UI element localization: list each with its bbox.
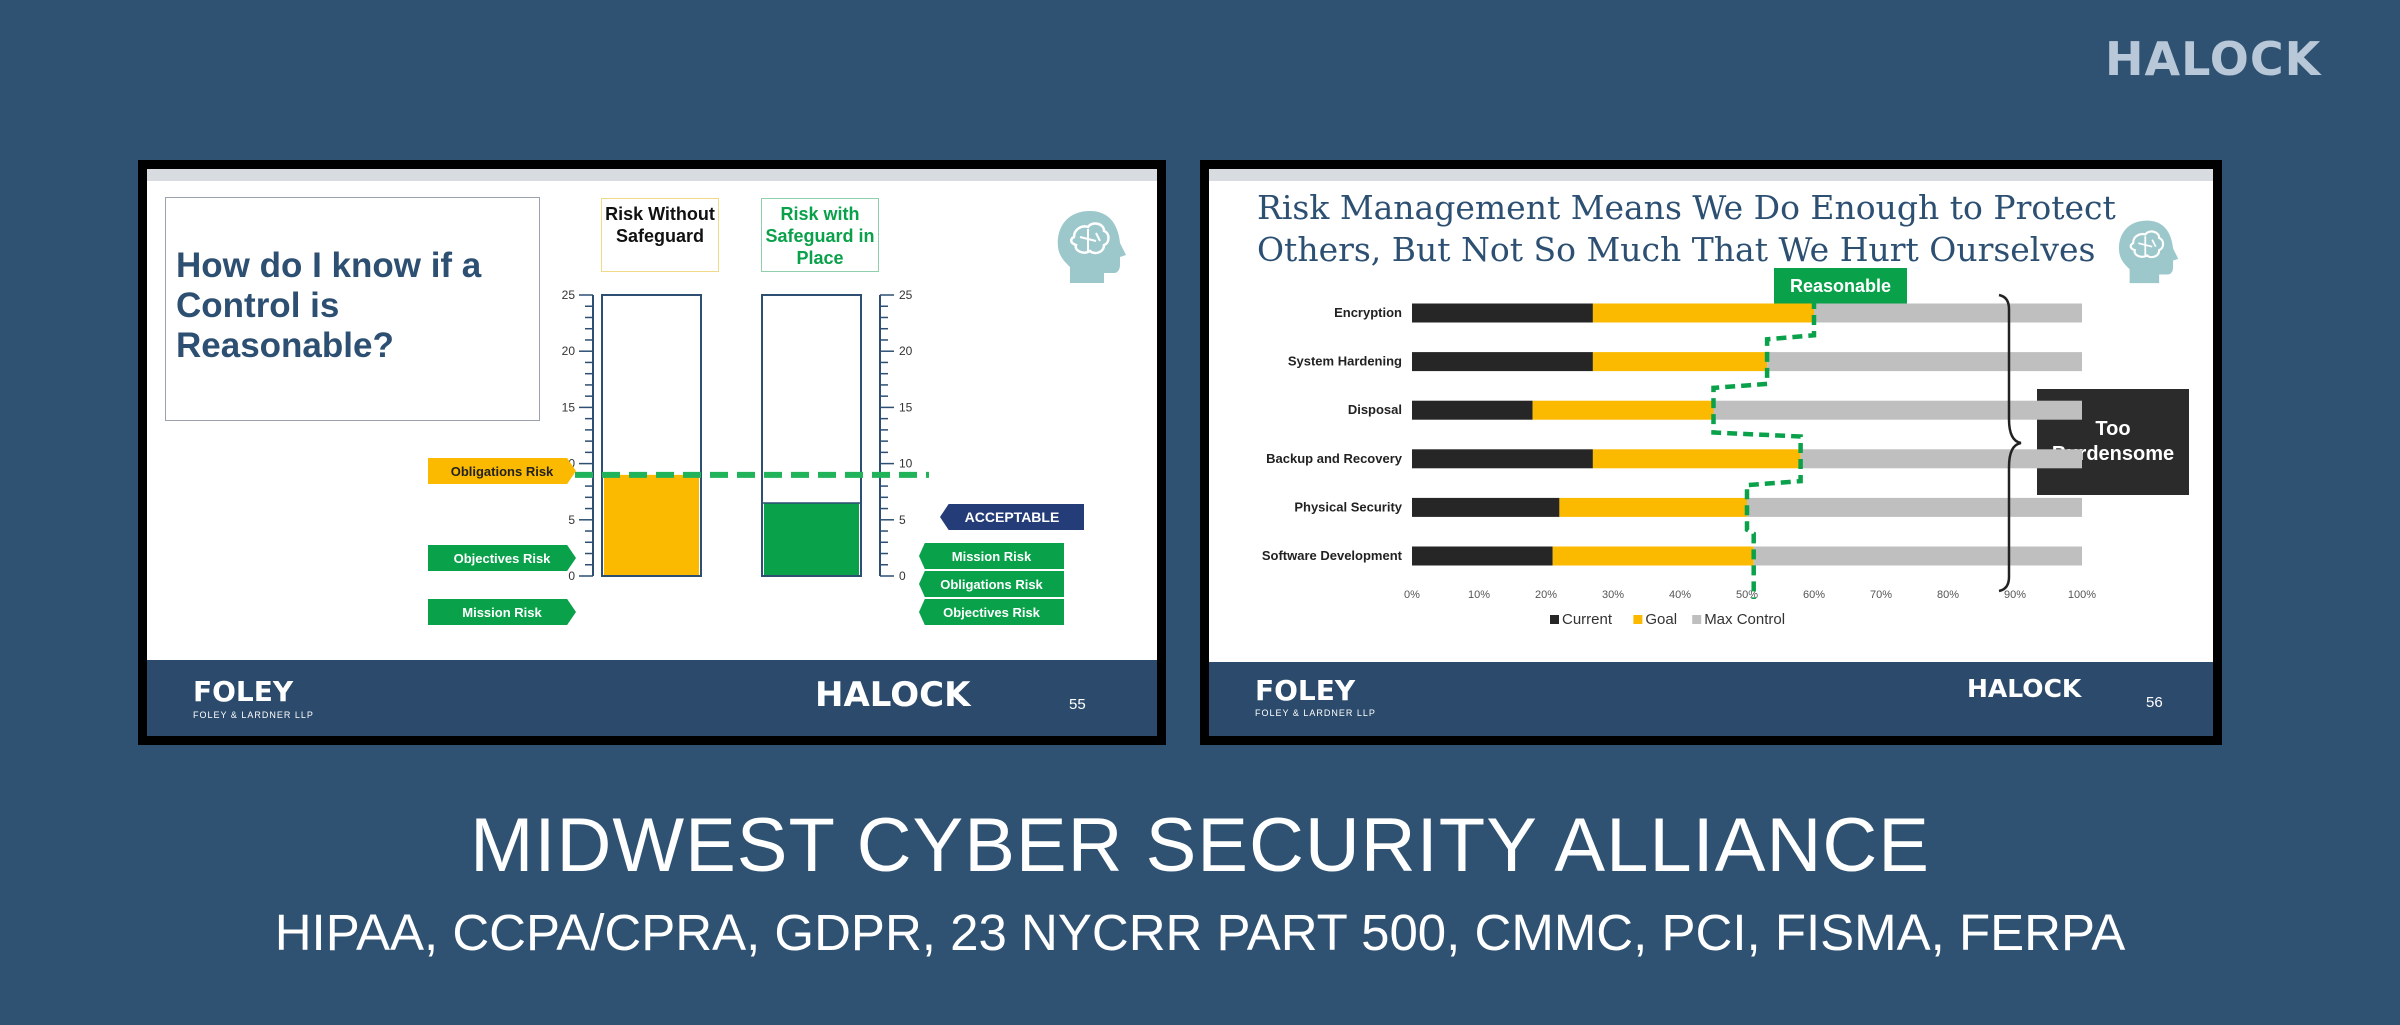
x-tick-label: 40% bbox=[1669, 589, 1691, 601]
x-tick-label: 60% bbox=[1803, 589, 1825, 601]
risk-gauge: 25252020151510105500 bbox=[562, 288, 929, 583]
bar-segment-max-control bbox=[1713, 400, 2082, 420]
bar-segment-current bbox=[1412, 546, 1553, 566]
reasonable-label: Reasonable bbox=[1774, 268, 1907, 305]
event-title: MIDWEST CYBER SECURITY ALLIANCE bbox=[470, 803, 1930, 888]
x-tick-label: 80% bbox=[1937, 589, 1959, 601]
left-tag-obligations: Obligations Risk bbox=[428, 458, 576, 484]
bar-segment-max-control bbox=[1747, 497, 2082, 517]
bar-segment-max-control bbox=[1753, 546, 2082, 566]
right-scale-label: 5 bbox=[899, 513, 906, 527]
x-tick-label: 100% bbox=[2068, 589, 2096, 601]
brain-icon bbox=[1052, 207, 1128, 290]
right-scale-label: 10 bbox=[899, 457, 913, 471]
right-tag-mission: Mission Risk bbox=[919, 543, 1064, 569]
left-scale-label: 20 bbox=[562, 344, 576, 358]
event-subtitle: HIPAA, CCPA/CPRA, GDPR, 23 NYCRR PART 50… bbox=[274, 904, 2126, 961]
halock-logo: HALOCK bbox=[815, 675, 971, 715]
foley-logo-sub: FOLEY & LARDNER LLP bbox=[193, 710, 314, 720]
col1-fill bbox=[604, 474, 699, 575]
bar-segment-current bbox=[1412, 449, 1593, 469]
slide-footer: FOLEY FOLEY & LARDNER LLP HALOCK 55 bbox=[147, 660, 1157, 736]
right-scale-label: 25 bbox=[899, 288, 913, 302]
foley-logo: FOLEY bbox=[1255, 674, 1356, 707]
col1-label: Risk Without Safeguard bbox=[601, 198, 719, 272]
right-tag-objectives: Objectives Risk bbox=[919, 599, 1064, 625]
foley-logo: FOLEY bbox=[193, 675, 294, 708]
left-scale-label: 0 bbox=[568, 569, 575, 583]
bar-segment-goal bbox=[1552, 546, 1754, 566]
slide-title-box: How do I know if a Control is Reasonable… bbox=[165, 197, 540, 421]
bar-segment-current bbox=[1412, 400, 1533, 420]
slide-56[interactable]: Risk Management Means We Do Enough to Pr… bbox=[1200, 160, 2222, 745]
brain-icon bbox=[2114, 215, 2180, 292]
bar-segment-goal bbox=[1532, 400, 1714, 420]
legend-swatch bbox=[1550, 615, 1559, 624]
category-label: Software Development bbox=[1262, 548, 1403, 563]
left-scale-label: 5 bbox=[568, 513, 575, 527]
category-label: Disposal bbox=[1348, 402, 1402, 417]
reasonable-boundary bbox=[1711, 299, 1817, 599]
x-tick-label: 20% bbox=[1535, 589, 1557, 601]
category-label: Encryption bbox=[1334, 305, 1402, 320]
left-tag-objectives: Objectives Risk bbox=[428, 545, 576, 571]
category-label: Physical Security bbox=[1294, 499, 1402, 514]
slide-title-line-2: Others, But Not So Much That We Hurt Our… bbox=[1257, 230, 2096, 269]
right-scale-label: 0 bbox=[899, 569, 906, 583]
slide-top-bar bbox=[1209, 169, 2213, 181]
foley-logo-sub: FOLEY & LARDNER LLP bbox=[1255, 708, 1376, 718]
right-tag-obligations: Obligations Risk bbox=[919, 571, 1064, 597]
slide-title: How do I know if a Control is Reasonable… bbox=[176, 246, 482, 365]
bar-segment-current bbox=[1412, 352, 1593, 372]
right-scale-label: 20 bbox=[899, 344, 913, 358]
slide-title: Risk Management Means We Do Enough to Pr… bbox=[1257, 187, 2116, 271]
slide-footer: FOLEY FOLEY & LARDNER LLP HALOCK 56 bbox=[1209, 662, 2213, 736]
bar-segment-goal bbox=[1592, 303, 1814, 323]
x-tick-label: 30% bbox=[1602, 589, 1624, 601]
category-label: Backup and Recovery bbox=[1266, 451, 1403, 466]
category-label: System Hardening bbox=[1288, 354, 1402, 369]
brace bbox=[1998, 293, 2022, 593]
legend-swatch bbox=[1692, 615, 1702, 624]
slide-title-line-1: Risk Management Means We Do Enough to Pr… bbox=[1257, 188, 2116, 227]
brand-logo: HALOCK bbox=[2105, 32, 2322, 86]
col2-fill bbox=[764, 502, 859, 575]
bar-segment-current bbox=[1412, 497, 1560, 517]
risk-bar-chart: Encryption System Hardening Disposal Backup… bbox=[1262, 293, 2096, 628]
legend-swatch bbox=[1633, 615, 1643, 624]
x-tick-label: 90% bbox=[2004, 589, 2026, 601]
halock-logo: HALOCK bbox=[1967, 674, 2082, 703]
bar-segment-goal bbox=[1559, 497, 1747, 517]
bar-segment-max-control bbox=[1767, 352, 2082, 372]
x-tick-label: 0% bbox=[1404, 589, 1420, 601]
bar-segment-max-control bbox=[1800, 449, 2082, 469]
bar-segment-goal bbox=[1592, 352, 1768, 372]
bar-segment-current bbox=[1412, 303, 1593, 323]
bar-segment-goal bbox=[1592, 449, 1801, 469]
legend-label: Goal bbox=[1645, 611, 1677, 628]
slide-top-bar bbox=[147, 169, 1157, 181]
slide-55[interactable]: How do I know if a Control is Reasonable… bbox=[138, 160, 1166, 745]
legend-label: Max Control bbox=[1704, 611, 1785, 628]
left-scale-label: 15 bbox=[562, 400, 576, 414]
left-scale-label: 25 bbox=[562, 288, 576, 302]
acceptable-tag: ACCEPTABLE bbox=[940, 504, 1084, 530]
bar-segment-max-control bbox=[1814, 303, 2082, 323]
col2-label: Risk with Safeguard in Place bbox=[761, 198, 879, 272]
left-tag-mission: Mission Risk bbox=[428, 599, 576, 625]
x-tick-label: 70% bbox=[1870, 589, 1892, 601]
page-number: 55 bbox=[1069, 696, 1086, 713]
x-tick-label: 10% bbox=[1468, 589, 1490, 601]
page-number: 56 bbox=[2146, 694, 2163, 711]
legend-label: Current bbox=[1562, 611, 1613, 628]
right-scale-label: 15 bbox=[899, 400, 913, 414]
